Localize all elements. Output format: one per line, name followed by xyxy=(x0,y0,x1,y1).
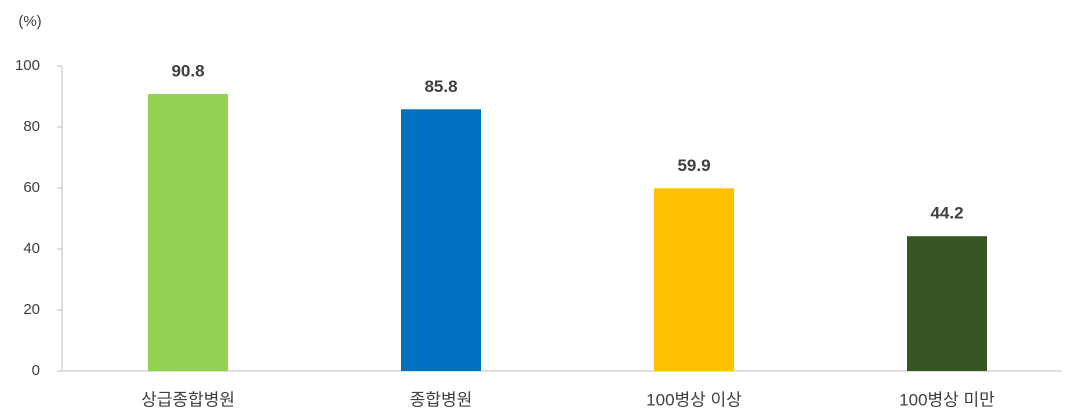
bar xyxy=(148,94,228,371)
y-tick-label: 0 xyxy=(32,362,40,379)
value-label: 44.2 xyxy=(930,204,963,223)
x-tick-label: 100병상 이상 xyxy=(646,390,742,409)
y-tick-label: 100 xyxy=(15,57,40,74)
bar xyxy=(907,236,987,371)
y-axis-label: (%) xyxy=(18,13,41,30)
value-label: 59.9 xyxy=(677,156,710,175)
value-label: 85.8 xyxy=(424,77,457,96)
x-tick-label: 상급종합병원 xyxy=(141,390,235,409)
y-tick-label: 60 xyxy=(23,179,40,196)
y-tick-label: 40 xyxy=(23,240,40,257)
x-tick-label: 종합병원 xyxy=(410,390,473,409)
bar xyxy=(401,109,481,371)
bar xyxy=(654,188,734,371)
y-tick-label: 80 xyxy=(23,118,40,135)
y-tick-label: 20 xyxy=(23,301,40,318)
value-label: 90.8 xyxy=(171,62,204,81)
x-tick-label: 100병상 미만 xyxy=(899,390,995,409)
